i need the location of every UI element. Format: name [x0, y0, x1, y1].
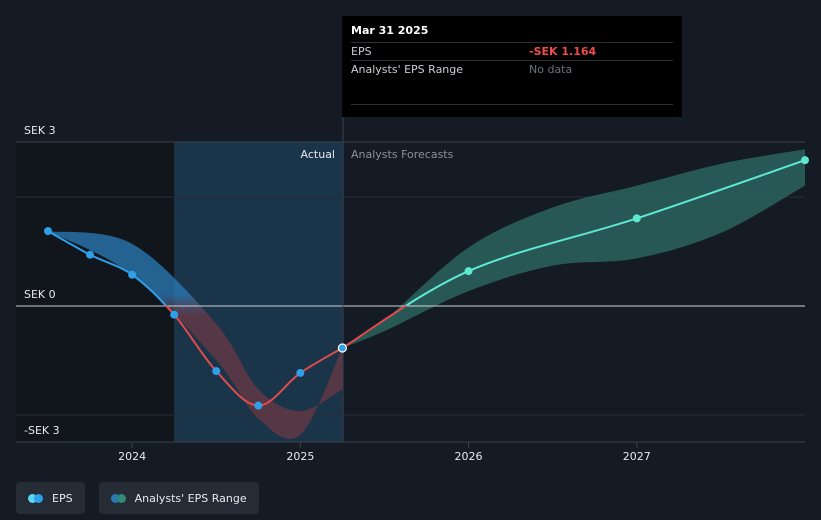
eps-point-4[interactable] — [212, 367, 221, 376]
eps-point-0[interactable] — [44, 227, 52, 236]
eps-range-band-actual — [48, 231, 343, 439]
eps-point-5[interactable] — [254, 401, 263, 410]
eps-line-positive — [47, 230, 168, 306]
legend: EPS Analysts' EPS Range — [16, 482, 259, 514]
legend-range-label: Analysts' EPS Range — [134, 491, 247, 505]
legend-eps[interactable]: EPS — [16, 482, 85, 514]
tooltip-range-label: Analysts' EPS Range — [351, 63, 464, 76]
y-tick-label-neg3: -SEK 3 — [24, 424, 60, 437]
forecast-line-negative — [341, 305, 408, 349]
x-tick-label-2024: 2024 — [118, 450, 146, 463]
forecast-region-label: Analysts Forecasts — [351, 148, 454, 161]
eps-point-6[interactable] — [296, 368, 305, 377]
tooltip-range-value: No data — [529, 63, 573, 76]
x-tick-label-2026: 2026 — [455, 450, 483, 463]
tooltip-eps-label: EPS — [351, 45, 372, 58]
x-tick-label-2025: 2025 — [286, 450, 314, 463]
eps-point-7[interactable] — [337, 343, 347, 353]
tooltip-eps-value: -SEK 1.164 — [529, 45, 597, 58]
past-shade-region — [16, 142, 175, 442]
tooltip-row-range: Analysts' EPS Range No data — [351, 60, 673, 78]
forecast-point-1[interactable] — [464, 267, 473, 276]
forecast-point-2[interactable] — [632, 214, 641, 223]
eps-point-2[interactable] — [128, 270, 137, 279]
actual-region-label: Actual — [301, 148, 335, 161]
eps-point-1[interactable] — [86, 250, 95, 259]
tooltip-divider — [351, 104, 673, 105]
tooltip-date: Mar 31 2025 — [351, 24, 429, 37]
legend-range[interactable]: Analysts' EPS Range — [98, 482, 259, 514]
tooltip-row-eps: EPS -SEK 1.164 — [351, 42, 673, 60]
range-legend-icon — [110, 493, 126, 503]
legend-eps-label: EPS — [52, 491, 73, 505]
y-tick-label-0: SEK 0 — [24, 288, 56, 301]
forecast-point-3[interactable] — [801, 156, 809, 165]
tooltip: Mar 31 2025 EPS -SEK 1.164 Analysts' EPS… — [342, 16, 682, 117]
eps-line-negative — [164, 305, 343, 407]
y-tick-label-3: SEK 3 — [24, 124, 56, 137]
eps-legend-icon — [28, 493, 43, 503]
forecast-line-positive — [404, 159, 806, 306]
x-tick-label-2027: 2027 — [623, 450, 651, 463]
eps-point-3[interactable] — [170, 310, 179, 319]
eps-range-band-forecast — [342, 149, 805, 348]
